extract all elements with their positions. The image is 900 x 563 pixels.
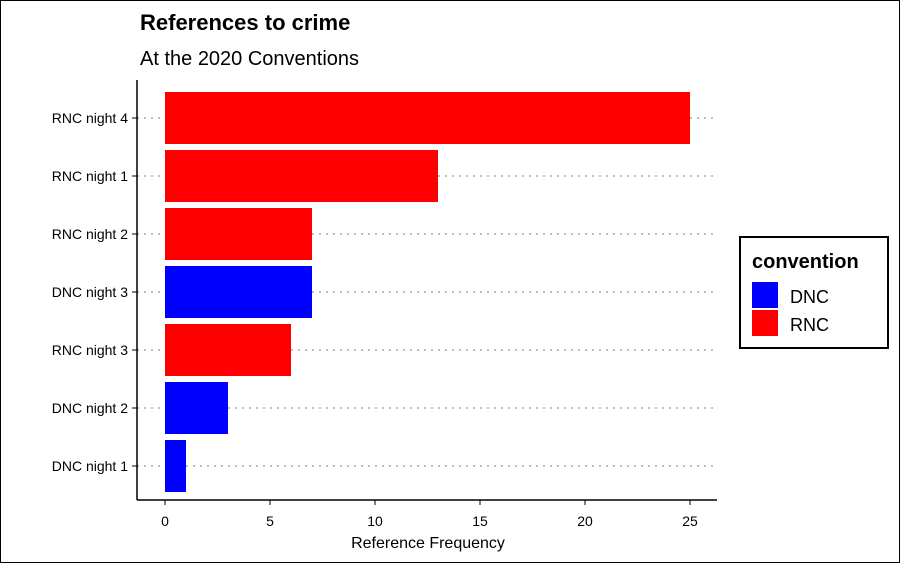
- y-tick-label: RNC night 4: [52, 110, 128, 126]
- y-tick-label: RNC night 1: [52, 168, 128, 184]
- y-tick-label: DNC night 1: [52, 458, 128, 474]
- x-tick-label: 10: [367, 513, 383, 529]
- legend-swatch-dnc: [752, 282, 778, 308]
- bar-rnc-night-3: [165, 324, 291, 376]
- chart-subtitle: At the 2020 Conventions: [140, 48, 359, 70]
- x-tick-label: 5: [266, 513, 274, 529]
- x-axis-title: Reference Frequency: [351, 535, 505, 552]
- x-tick-label: 15: [472, 513, 488, 529]
- legend: convention DNC RNC: [739, 236, 889, 349]
- legend-title: convention: [752, 251, 859, 273]
- x-tick-label: 0: [161, 513, 169, 529]
- y-tick-label: DNC night 3: [52, 284, 128, 300]
- x-tick-label: 20: [577, 513, 593, 529]
- y-tick-label: RNC night 3: [52, 342, 128, 358]
- x-tick-label: 25: [682, 513, 698, 529]
- y-tick-label: RNC night 2: [52, 226, 128, 242]
- bar-rnc-night-1: [165, 150, 438, 202]
- y-tick-label: DNC night 2: [52, 400, 128, 416]
- bar-dnc-night-1: [165, 440, 186, 492]
- bar-dnc-night-2: [165, 382, 228, 434]
- bar-dnc-night-3: [165, 266, 312, 318]
- legend-label-dnc: DNC: [790, 287, 829, 307]
- legend-swatch-rnc: [752, 310, 778, 336]
- bar-rnc-night-4: [165, 92, 690, 144]
- bar-rnc-night-2: [165, 208, 312, 260]
- plot-area: RNC night 4 RNC night 1 RNC night 2 DNC nig…: [52, 80, 717, 529]
- legend-label-rnc: RNC: [790, 315, 829, 335]
- chart-title: References to crime: [140, 10, 350, 35]
